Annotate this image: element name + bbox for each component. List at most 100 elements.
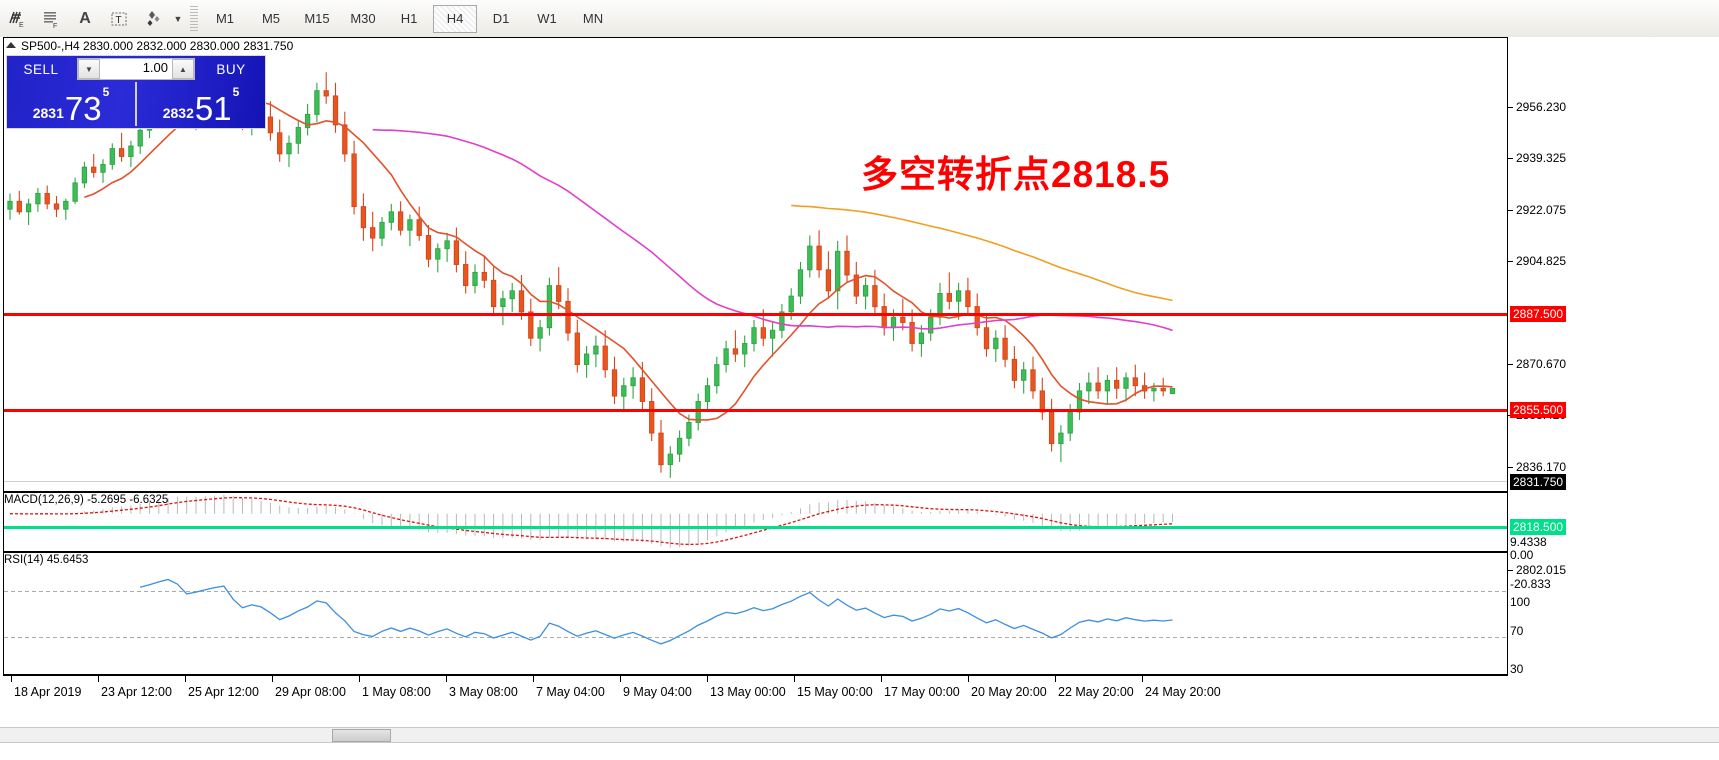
- symbol-ohlc-text: SP500-,H4 2830.000 2832.000 2830.000 283…: [21, 39, 294, 53]
- rsi-scale-label: 100: [1510, 595, 1531, 609]
- timeframe-d1[interactable]: D1: [492, 11, 510, 26]
- price-tick: 2956.230: [1508, 100, 1566, 114]
- svg-text:F: F: [53, 23, 57, 29]
- support-line-2818[interactable]: [4, 526, 1507, 529]
- time-tick-label: 20 May 20:00: [971, 685, 1047, 699]
- time-tick-label: 29 Apr 08:00: [275, 685, 346, 699]
- one-click-trading-panel[interactable]: SELL ▼ 1.00 ▲ BUY 2831 73 5 2832 51 5: [6, 55, 266, 129]
- timeframe-w1[interactable]: W1: [537, 11, 557, 26]
- time-tick-label: 22 May 20:00: [1058, 685, 1134, 699]
- price-tick: 2904.825: [1508, 254, 1566, 268]
- oct-header: SELL ▼ 1.00 ▲ BUY: [7, 56, 265, 82]
- macd-scale-label: 0.00: [1510, 548, 1534, 562]
- macd-pane[interactable]: [3, 492, 1508, 552]
- price-tick: 2939.325: [1508, 151, 1566, 165]
- price-tick-label: 2870.670: [1516, 357, 1567, 371]
- macd-scale-zero: 0.00: [1510, 548, 1533, 562]
- volume-stepper[interactable]: ▼ 1.00 ▲: [77, 58, 195, 80]
- price-tick-label: 2802.015: [1516, 563, 1567, 577]
- sell-button[interactable]: SELL: [23, 61, 59, 77]
- price-axis[interactable]: 2956.230 2939.325 2922.075 2904.825 2870…: [1508, 37, 1719, 676]
- timeframe-m1[interactable]: M1: [215, 11, 235, 26]
- time-tick: [446, 675, 447, 682]
- macd-scale-label: -20.833: [1510, 577, 1551, 591]
- buy-button[interactable]: BUY: [216, 61, 246, 77]
- volume-input[interactable]: 1.00: [142, 60, 168, 75]
- time-tick-label: 18 Apr 2019: [14, 685, 82, 699]
- price-tick-label: 2904.825: [1516, 254, 1567, 268]
- time-tick-label: 3 May 08:00: [449, 685, 518, 699]
- buy-price-lead: 2832: [162, 105, 194, 121]
- timeframe-h1[interactable]: H1: [400, 11, 418, 26]
- price-tick-label: 2836.170: [1516, 460, 1567, 474]
- time-tick: [1055, 675, 1056, 682]
- chart-area: SP500-,H4 2830.000 2832.000 2830.000 283…: [0, 37, 1719, 760]
- rsi-scale-70: 70: [1510, 624, 1523, 638]
- sell-price-quote[interactable]: 2831 73 5: [7, 82, 137, 126]
- rsi-plot: [4, 578, 1507, 645]
- price-tick: 2836.170: [1508, 460, 1566, 474]
- toolbar-grip[interactable]: [190, 5, 198, 32]
- timeframe-m30[interactable]: M30: [350, 11, 376, 26]
- chart-annotation-text[interactable]: 多空转折点2818.5: [861, 154, 1171, 195]
- time-tick-label: 25 Apr 12:00: [188, 685, 259, 699]
- resistance-label-2855[interactable]: 2855.500: [1510, 402, 1567, 418]
- time-tick-label: 17 May 00:00: [884, 685, 960, 699]
- main-toolbar: E F A T ▼ M1 M5 M15 M30 H1 H4 D1 W1 MN: [0, 0, 1719, 38]
- resistance-line-2855[interactable]: [4, 409, 1507, 412]
- price-tick: 2802.015: [1508, 563, 1566, 577]
- macd-scale-bottom: -20.833: [1510, 577, 1551, 591]
- rsi-label: RSI(14) 45.6453: [4, 554, 89, 566]
- timeframe-m15[interactable]: M15: [304, 11, 330, 26]
- chart-symbol-info: SP500-,H4 2830.000 2832.000 2830.000 283…: [6, 39, 293, 53]
- sell-price-big: 73: [64, 89, 102, 127]
- volume-decrement-icon[interactable]: ▼: [78, 59, 100, 79]
- time-axis[interactable]: 18 Apr 2019 23 Apr 12:00 25 Apr 12:00 29 Ap…: [3, 675, 1508, 725]
- rsi-scale-label: 30: [1510, 662, 1524, 676]
- sell-price-fraction: 5: [102, 85, 110, 99]
- timeframe-h4[interactable]: H4: [433, 4, 477, 33]
- scrollbar-thumb[interactable]: [332, 729, 391, 742]
- time-tick: [620, 675, 621, 682]
- time-tick: [881, 675, 882, 682]
- timeframe-m5[interactable]: M5: [261, 11, 281, 26]
- time-tick-label: 1 May 08:00: [362, 685, 431, 699]
- price-tick-label: 2922.075: [1516, 203, 1567, 217]
- resistance-label-2887[interactable]: 2887.500: [1510, 306, 1567, 322]
- svg-text:T: T: [116, 15, 122, 26]
- price-tick: 2922.075: [1508, 203, 1566, 217]
- macd-scale-top: 9.4338: [1510, 535, 1547, 549]
- time-tick-label: 7 May 04:00: [536, 685, 605, 699]
- time-tick-label: 15 May 00:00: [797, 685, 873, 699]
- text-box-icon[interactable]: T: [102, 4, 136, 34]
- text-label-icon[interactable]: A: [79, 9, 91, 27]
- time-tick: [533, 675, 534, 682]
- objects-dropdown-icon[interactable]: ▼: [173, 13, 183, 24]
- time-tick: [98, 675, 99, 682]
- time-tick-label: 24 May 20:00: [1145, 685, 1221, 699]
- macd-scale-label: 9.4338: [1510, 535, 1547, 549]
- buy-price-fraction: 5: [232, 85, 240, 99]
- time-tick: [1142, 675, 1143, 682]
- time-tick: [707, 675, 708, 682]
- oct-quotes: 2831 73 5 2832 51 5: [7, 82, 265, 126]
- time-tick: [185, 675, 186, 682]
- volume-increment-icon[interactable]: ▲: [172, 59, 194, 79]
- rsi-pane[interactable]: [3, 552, 1508, 675]
- buy-price-quote[interactable]: 2832 51 5: [137, 82, 265, 126]
- expert-advisors-icon[interactable]: E: [0, 4, 34, 34]
- price-tick-label: 2956.230: [1516, 100, 1567, 114]
- support-label-2818[interactable]: 2818.500: [1510, 519, 1567, 535]
- time-tick: [968, 675, 969, 682]
- horizontal-scrollbar[interactable]: [0, 727, 1719, 743]
- collapse-triangle-icon[interactable]: [6, 42, 16, 48]
- price-tick: 2870.670: [1508, 357, 1566, 371]
- macd-plot: [9, 494, 1173, 548]
- indicator-list-icon[interactable]: F: [34, 4, 68, 34]
- last-price-line: [4, 481, 1507, 482]
- timeframe-mn[interactable]: MN: [582, 11, 604, 26]
- objects-icon[interactable]: [136, 4, 170, 34]
- resistance-line-2887[interactable]: [4, 313, 1507, 316]
- time-tick: [359, 675, 360, 682]
- rsi-scale-label: 70: [1510, 624, 1524, 638]
